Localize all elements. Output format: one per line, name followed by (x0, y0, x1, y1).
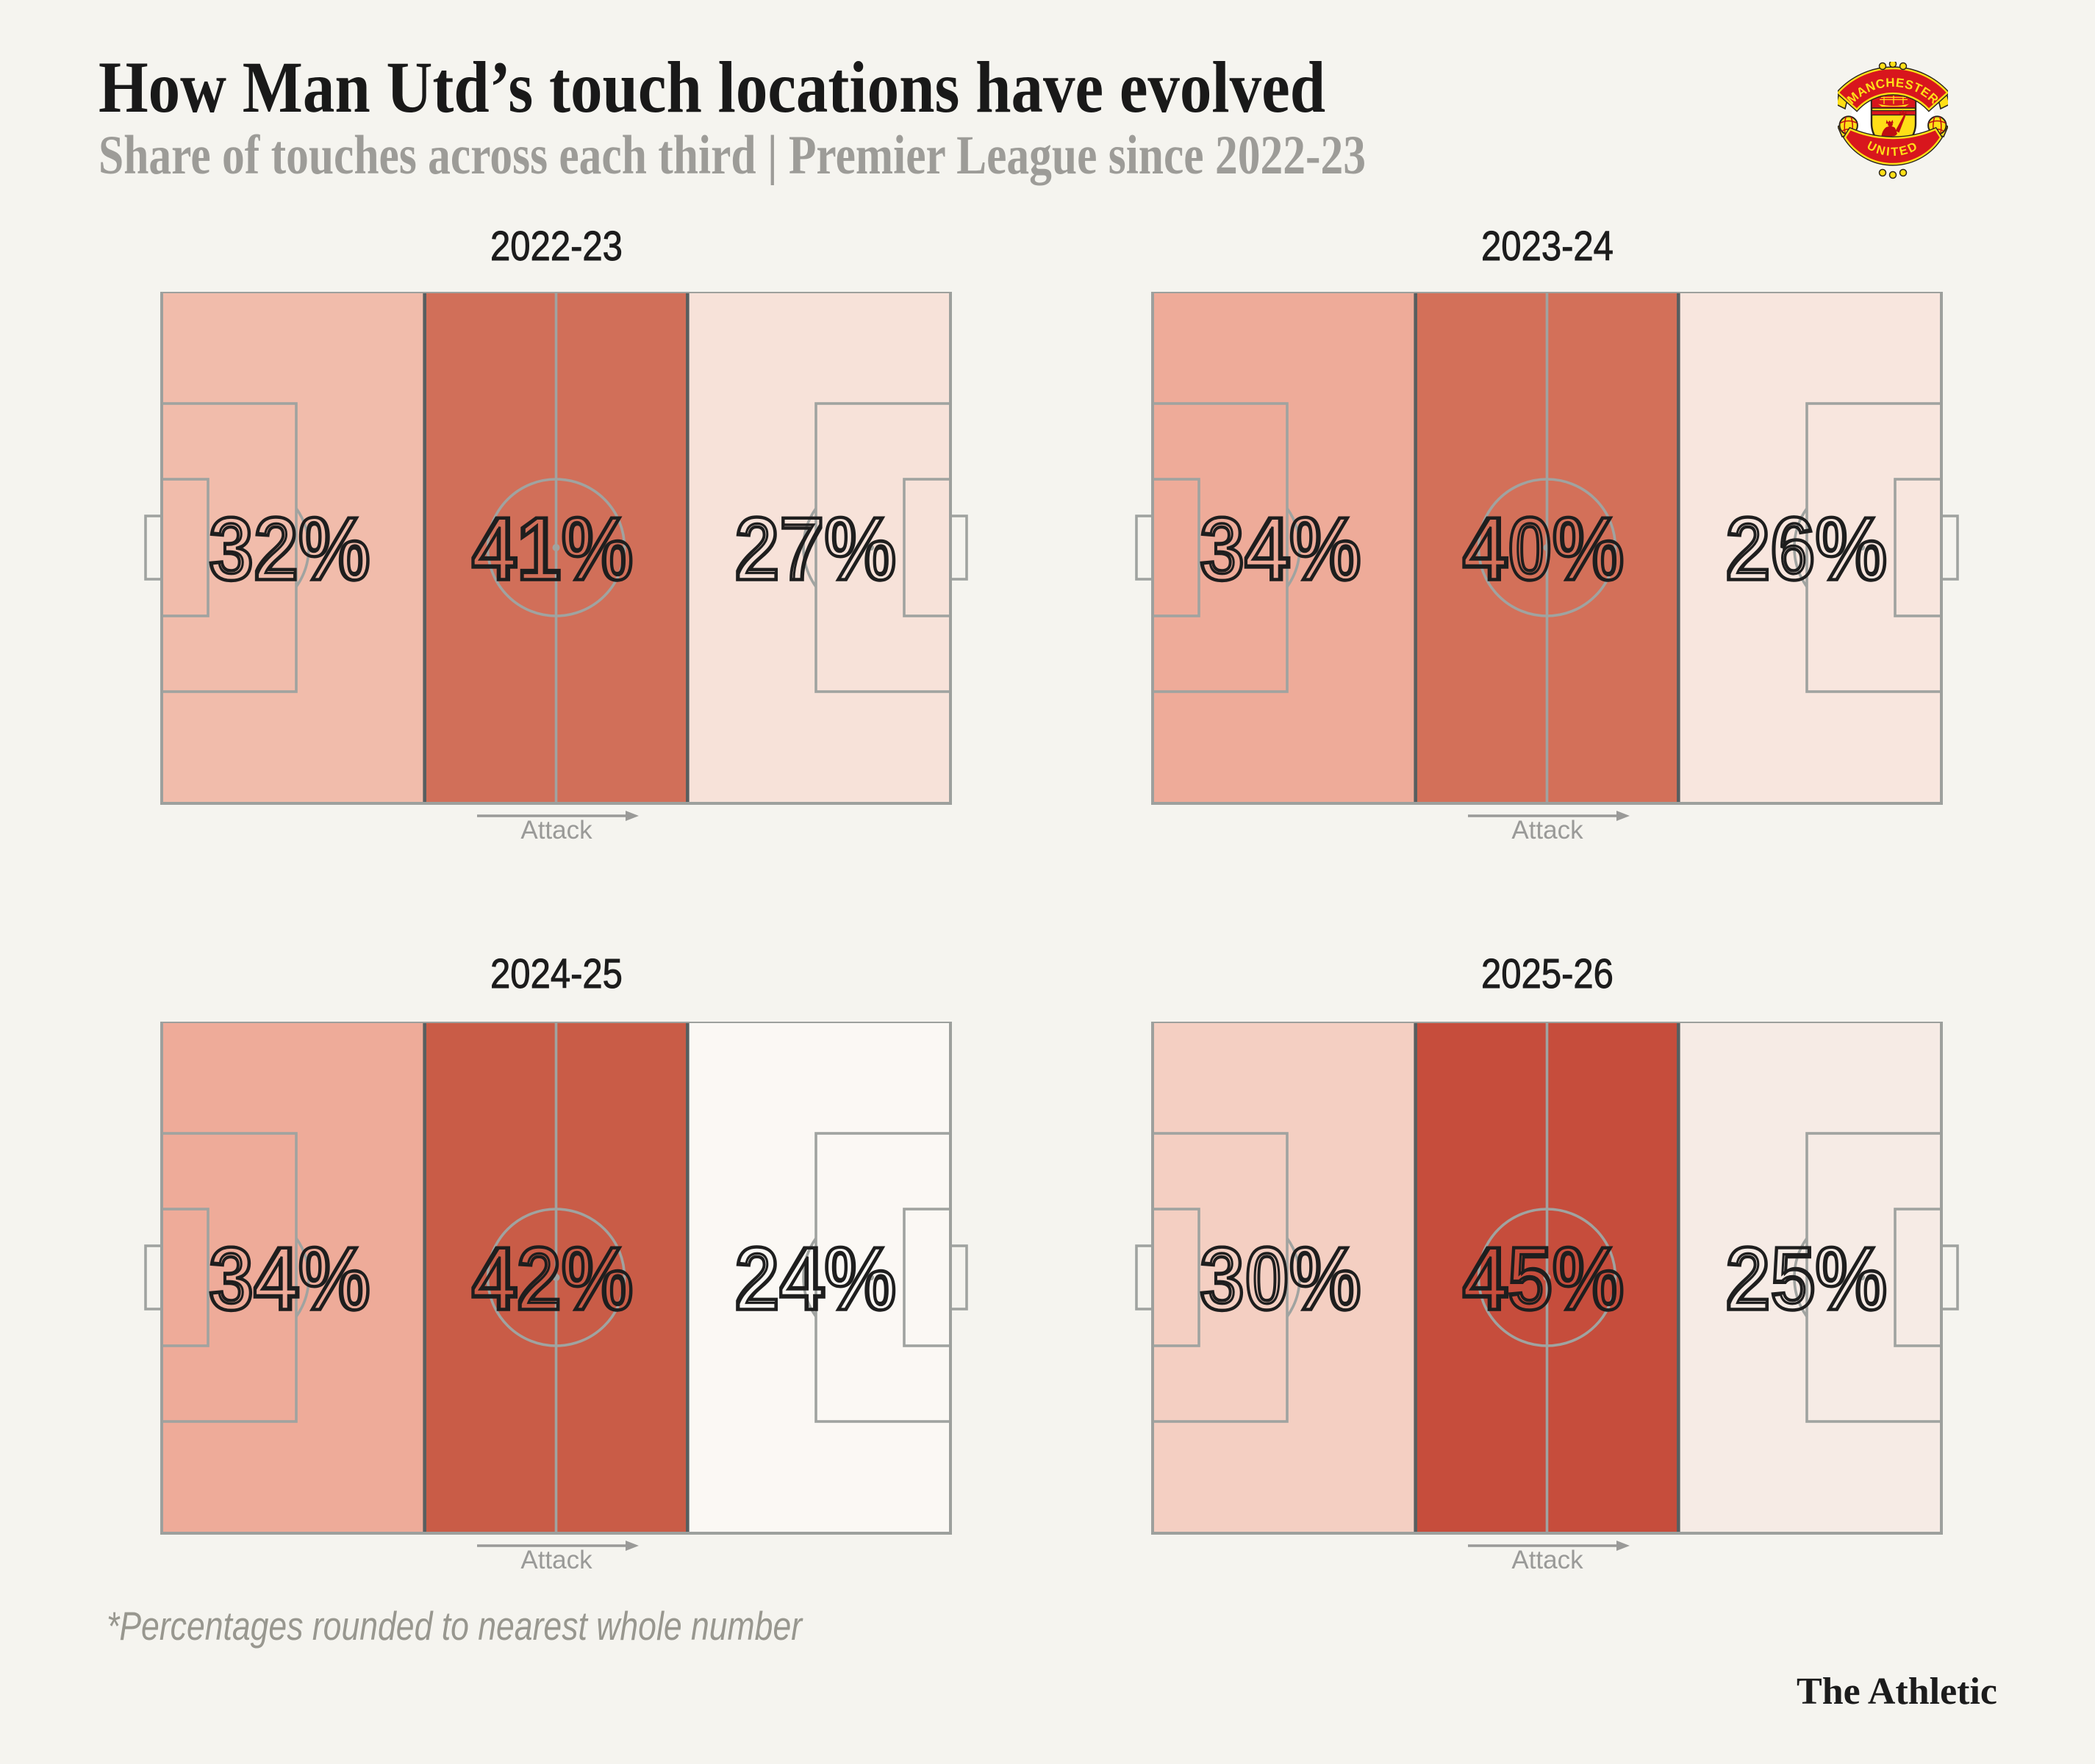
svg-text:24%: 24% (734, 1228, 896, 1329)
svg-text:25%: 25% (1725, 1228, 1887, 1329)
svg-text:40%: 40% (1463, 498, 1625, 599)
svg-text:41%: 41% (472, 498, 634, 599)
svg-text:26%: 26% (1725, 498, 1887, 599)
svg-text:Attack: Attack (1511, 1546, 1583, 1574)
svg-text:26%: 26% (1725, 498, 1887, 599)
svg-text:27%: 27% (734, 498, 896, 599)
svg-text:27%: 27% (734, 498, 896, 599)
svg-text:32%: 32% (209, 498, 370, 599)
svg-text:45%: 45% (1463, 1228, 1625, 1329)
svg-text:32%: 32% (209, 498, 370, 599)
svg-text:34%: 34% (1200, 498, 1361, 599)
svg-text:42%: 42% (472, 1228, 634, 1329)
svg-text:40%: 40% (1463, 498, 1625, 599)
svg-text:34%: 34% (209, 1228, 370, 1329)
svg-text:Attack: Attack (1511, 816, 1583, 845)
svg-text:25%: 25% (1725, 1228, 1887, 1329)
svg-text:Attack: Attack (520, 1546, 592, 1574)
svg-text:30%: 30% (1200, 1228, 1361, 1329)
svg-text:34%: 34% (209, 1228, 370, 1329)
svg-text:24%: 24% (734, 1228, 896, 1329)
svg-text:41%: 41% (472, 498, 634, 599)
svg-text:34%: 34% (1200, 498, 1361, 599)
svg-text:45%: 45% (1463, 1228, 1625, 1329)
svg-text:42%: 42% (472, 1228, 634, 1329)
svg-text:30%: 30% (1200, 1228, 1361, 1329)
svg-text:Attack: Attack (520, 816, 592, 845)
